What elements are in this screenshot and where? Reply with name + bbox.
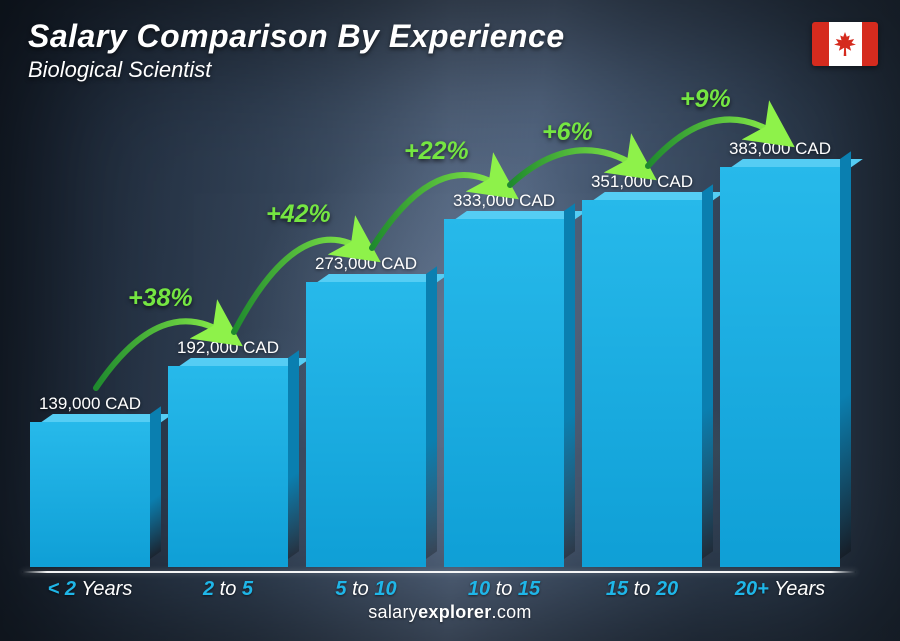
bar-value-label: 139,000 CAD [39, 394, 141, 414]
bar-column: 192,000 CAD2 to 5 [168, 338, 288, 567]
bar-column: 383,000 CAD20+ Years [720, 139, 840, 567]
growth-pct-label: +9% [680, 85, 731, 114]
chart-baseline [22, 571, 856, 573]
bar-category-label: 15 to 20 [582, 578, 702, 601]
bar-category-label: 5 to 10 [306, 578, 426, 601]
bar-column: 333,000 CAD10 to 15 [444, 191, 564, 567]
bar-value-label: 333,000 CAD [453, 191, 555, 211]
bar-category-label: < 2 Years [30, 578, 150, 601]
bar-value-label: 351,000 CAD [591, 172, 693, 192]
bar-value-label: 192,000 CAD [177, 338, 279, 358]
bar [444, 219, 564, 567]
footer-prefix: salary [368, 602, 418, 622]
bar [306, 282, 426, 567]
bar-column: 139,000 CAD< 2 Years [30, 394, 150, 567]
bar [168, 366, 288, 567]
footer-attribution: salaryexplorer.com [0, 602, 900, 623]
page-title: Salary Comparison By Experience [28, 18, 800, 55]
bar-column: 351,000 CAD15 to 20 [582, 172, 702, 567]
growth-pct-label: +22% [404, 137, 469, 166]
growth-pct-label: +42% [266, 200, 331, 229]
header: Salary Comparison By Experience Biologic… [28, 18, 800, 83]
page-subtitle: Biological Scientist [28, 57, 800, 83]
country-flag-canada [812, 22, 878, 66]
footer-suffix: explorer [418, 602, 491, 622]
bar-category-label: 2 to 5 [168, 578, 288, 601]
growth-pct-label: +38% [128, 284, 193, 313]
footer-tld: .com [492, 602, 532, 622]
maple-leaf-icon [834, 32, 856, 56]
bar [720, 167, 840, 567]
bar [30, 422, 150, 567]
salary-bar-chart: 139,000 CAD< 2 Years192,000 CAD2 to 5273… [30, 97, 840, 567]
bar-column: 273,000 CAD5 to 10 [306, 254, 426, 567]
bar-category-label: 10 to 15 [444, 578, 564, 601]
bar-value-label: 273,000 CAD [315, 254, 417, 274]
bar-value-label: 383,000 CAD [729, 139, 831, 159]
bar-category-label: 20+ Years [720, 578, 840, 601]
growth-pct-label: +6% [542, 118, 593, 147]
bar [582, 200, 702, 567]
